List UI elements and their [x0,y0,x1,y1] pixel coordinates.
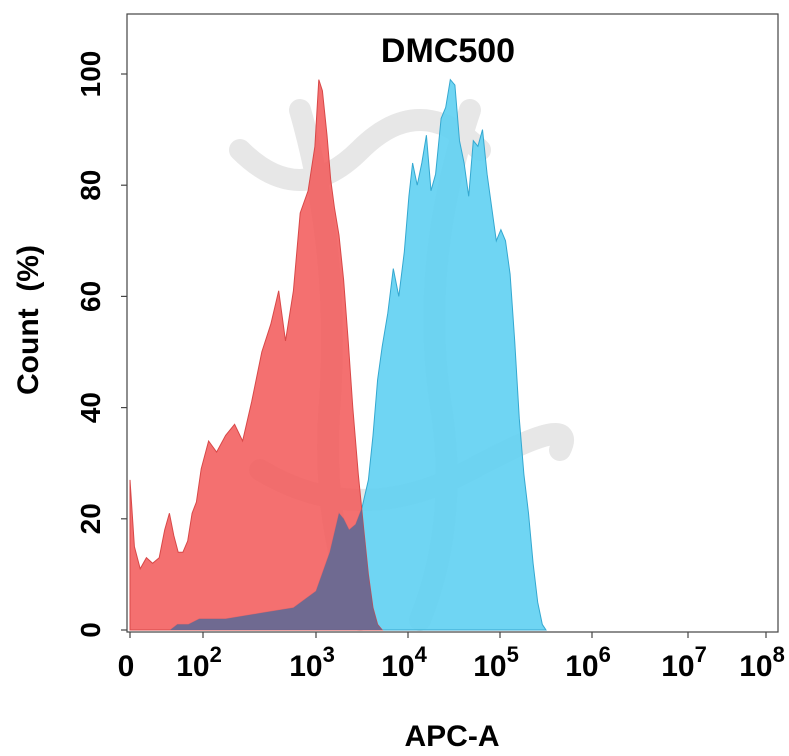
x-tick-label: 102 [176,642,222,683]
y-tick-label: 100 [75,51,106,98]
x-tick-label: 0 [118,650,135,683]
x-tick-label: 108 [739,642,785,683]
x-tick-label: 107 [661,642,707,683]
y-tick-label: 60 [75,281,106,312]
x-tick-label: 105 [473,642,519,683]
y-tick-label: 40 [75,392,106,423]
y-tick-label: 0 [75,622,106,638]
chart-title: DMC500 [381,32,515,70]
series-negative-area [129,79,384,631]
x-axis-title: APC-A [405,720,500,753]
series-layer [129,78,547,631]
plot-frame [126,13,779,633]
y-axis-title: Count (%) [12,245,45,395]
x-tick-label: 103 [289,642,335,683]
x-tick-label: 104 [381,642,427,683]
axes-layer: 0 20 40 60 80 100 0 102 103 104 105 106 107 108 [75,13,785,683]
y-tick-label: 80 [75,170,106,201]
y-tick-label: 20 [75,503,106,534]
x-tick-label: 106 [565,642,611,683]
